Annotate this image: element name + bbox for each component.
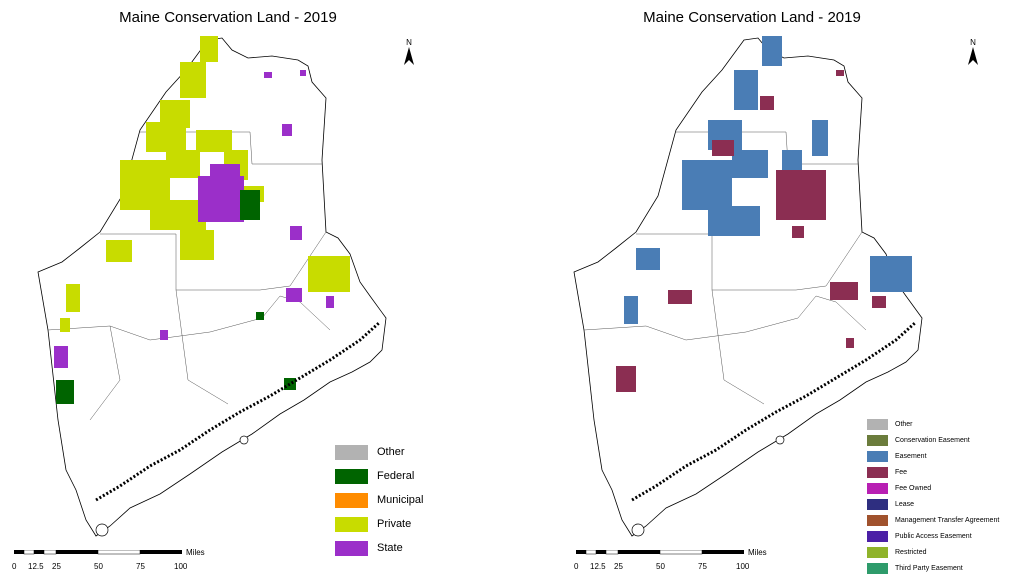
scale-bar-graphic (576, 550, 744, 555)
scale-tick: 100 (174, 562, 188, 571)
scale-tick: 12.5 (590, 562, 606, 571)
scale-tick: 50 (94, 562, 103, 571)
legend-swatch (335, 540, 368, 556)
state-outline (37, 37, 387, 537)
scale-tick: 0 (574, 562, 579, 571)
legend-item: Other (335, 440, 423, 464)
coastline-islands (631, 320, 918, 502)
maine-map-interest-type (573, 36, 923, 537)
legend-item: Lease (867, 496, 999, 512)
legend-item: Other (867, 416, 999, 432)
legend-left: Other Federal Municipal Private State (335, 440, 423, 560)
legend-swatch (867, 498, 888, 510)
state-outline (573, 37, 923, 537)
scale-tick: 0 (12, 562, 17, 571)
county-lines (47, 131, 331, 421)
scale-tick: 75 (698, 562, 707, 571)
legend-item: State (335, 536, 423, 560)
island (631, 523, 645, 537)
scale-tick: 50 (656, 562, 665, 571)
legend-label: Private (377, 518, 412, 530)
state-lands (54, 70, 334, 368)
legend-item: Easement (867, 448, 999, 464)
north-arrow-icon (968, 47, 978, 65)
legend-label: Conservation Easement (895, 436, 970, 444)
scale-tick: 12.5 (28, 562, 44, 571)
legend-label: Federal (377, 470, 415, 482)
legend-item: Public Access Easement (867, 528, 999, 544)
legend-label: Management Transfer Agreement (895, 516, 1000, 524)
legend-item: Municipal (335, 488, 423, 512)
scale-tick: 100 (736, 562, 750, 571)
legend-right: Other Conservation Easement Easement Fee… (867, 416, 999, 576)
island (775, 435, 785, 445)
legend-label: Fee Owned (895, 484, 932, 492)
legend-item: Conservation Easement (867, 432, 999, 448)
north-arrow-icon (404, 47, 414, 65)
scale-bar-right: Miles 0 12.5 25 50 75 100 (574, 548, 776, 576)
legend-swatch (335, 444, 368, 460)
island (95, 523, 109, 537)
scale-bar-graphic (14, 550, 182, 555)
legend-swatch (867, 530, 888, 542)
legend-item: Fee Owned (867, 480, 999, 496)
map-title-right: Maine Conservation Land - 2019 (643, 9, 861, 26)
map-title-left: Maine Conservation Land - 2019 (119, 9, 337, 26)
legend-item: Third Party Easement (867, 560, 999, 576)
legend-swatch (867, 546, 888, 558)
scale-units: Miles (748, 548, 767, 557)
legend-item: Private (335, 512, 423, 536)
legend-label: Municipal (377, 494, 424, 506)
legend-swatch (867, 434, 888, 446)
scale-tick: 75 (136, 562, 145, 571)
fee-lands (616, 70, 886, 392)
maine-map-ownership (37, 36, 387, 537)
right-map-panel: Maine Conservation Land - 2019 (512, 0, 1024, 576)
legend-item: Fee (867, 464, 999, 480)
legend-swatch (867, 450, 888, 462)
north-label: N (406, 38, 412, 47)
legend-swatch (867, 482, 888, 494)
north-arrow-left: N (402, 38, 416, 70)
left-map-panel: Maine Conservation Land - 2019 (12, 9, 423, 576)
legend-swatch (867, 562, 888, 574)
legend-item: Restricted (867, 544, 999, 560)
north-label: N (970, 38, 976, 47)
north-arrow-right: N (966, 38, 980, 70)
legend-label: Restricted (895, 548, 927, 556)
legend-label: Fee (895, 468, 908, 476)
legend-label: Easement (895, 452, 927, 460)
legend-item: Management Transfer Agreement (867, 512, 999, 528)
legend-item: Federal (335, 464, 423, 488)
legend-swatch (867, 418, 888, 430)
legend-swatch (335, 516, 368, 532)
island (239, 435, 249, 445)
scale-units: Miles (186, 548, 205, 557)
scale-bar-left: Miles 0 12.5 25 50 75 100 (12, 548, 214, 576)
scale-tick: 25 (52, 562, 61, 571)
legend-label: Public Access Easement (895, 532, 972, 540)
legend-swatch (867, 514, 888, 526)
legend-label: State (377, 542, 403, 554)
legend-swatch (335, 468, 368, 484)
legend-label: Other (377, 446, 405, 458)
legend-swatch (867, 466, 888, 478)
legend-swatch (335, 492, 368, 508)
legend-label: Third Party Easement (895, 564, 963, 572)
legend-label: Lease (895, 500, 915, 508)
scale-tick: 25 (614, 562, 623, 571)
legend-label: Other (895, 420, 913, 428)
coastline-islands (95, 320, 382, 502)
federal-lands (56, 190, 296, 404)
